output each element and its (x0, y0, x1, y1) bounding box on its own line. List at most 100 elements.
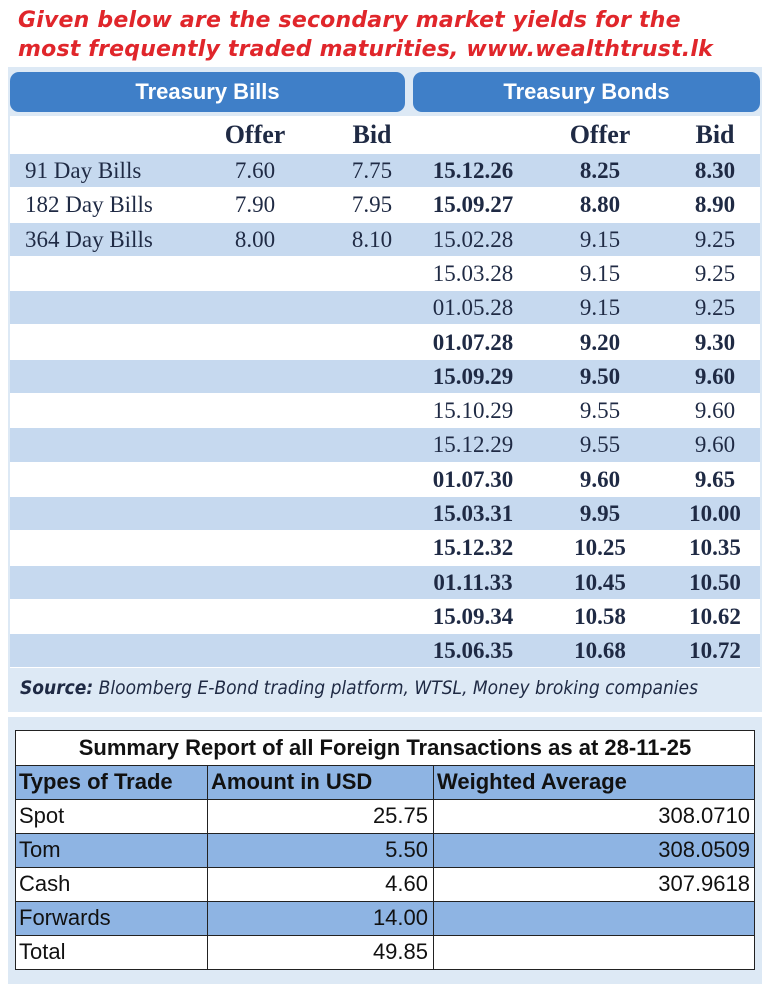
bond-maturity: 01.11.33 (433, 569, 513, 595)
summary-cell: 5.50 (385, 837, 428, 862)
bond-maturity: 15.12.26 (432, 158, 514, 183)
bond-bid: 9.30 (694, 329, 736, 355)
summary-col-header: Weighted Average (437, 769, 627, 794)
bond-offer: 9.15 (579, 226, 621, 252)
bond-offer: 9.95 (579, 501, 621, 526)
row-stripe (10, 291, 760, 325)
summary-rule (15, 935, 755, 936)
bond-maturity: 15.12.29 (432, 432, 514, 458)
bond-bid: 10.35 (689, 535, 741, 561)
bond-offer: 10.25 (574, 535, 626, 561)
bond-offer: 9.50 (579, 363, 621, 389)
bond-offer: 9.20 (579, 329, 621, 355)
bill-offer: 8.00 (234, 226, 276, 252)
row-stripe (10, 359, 760, 394)
summary-col-rule (433, 765, 434, 969)
bond-maturity: 01.05.28 (432, 295, 514, 321)
bond-bid: 9.65 (694, 466, 736, 492)
bond-maturity: 15.06.35 (432, 638, 514, 664)
summary-cell: 49.85 (372, 939, 428, 964)
bond-offer: 9.55 (579, 432, 621, 458)
bond-offer: 8.80 (579, 192, 621, 218)
intro-text: Given below are the secondary market yie… (18, 8, 713, 62)
bond-maturity: 01.07.28 (432, 329, 514, 355)
bond-maturity: 15.09.34 (432, 603, 514, 629)
summary-cell: Forwards (19, 905, 111, 930)
bond-bid: 8.90 (694, 192, 736, 218)
source-label: Source: (20, 677, 94, 699)
summary-rule (15, 765, 755, 766)
bonds-col-header: Offer (569, 120, 631, 149)
bond-bid: 9.25 (694, 295, 736, 321)
bill-offer: 7.90 (234, 192, 276, 218)
summary-cell: 307.9618 (658, 871, 750, 896)
bond-bid: 8.30 (694, 158, 736, 183)
bill-bid: 7.95 (351, 192, 393, 218)
summary-col-rule (207, 765, 208, 969)
bond-offer: 10.68 (574, 638, 626, 664)
summary-rule (15, 969, 755, 970)
bond-offer: 9.15 (579, 295, 621, 321)
bond-bid: 9.25 (694, 260, 736, 286)
summary-cell: 25.75 (372, 803, 428, 828)
bond-maturity: 15.02.28 (432, 226, 514, 252)
bond-maturity: 15.03.31 (432, 501, 514, 526)
summary-cell: Spot (19, 803, 65, 828)
summary-cell: 308.0509 (658, 837, 750, 862)
source-text: Bloomberg E-Bond trading platform, WTSL,… (98, 677, 698, 699)
bill-label: 91 Day Bills (25, 158, 142, 183)
summary-rule (15, 799, 755, 800)
summary-row-bg (16, 901, 754, 935)
bond-bid: 10.00 (689, 501, 741, 526)
summary-cell: Total (19, 939, 66, 964)
bill-offer: 7.60 (234, 158, 276, 183)
summary-rule (15, 867, 755, 868)
row-stripe (10, 497, 760, 531)
bills-title: Treasury Bills (10, 72, 405, 112)
summary-row-bg (16, 833, 754, 867)
summary-rule (15, 901, 755, 902)
bond-maturity: 15.09.29 (432, 363, 514, 389)
summary-cell: 308.0710 (658, 803, 750, 828)
bond-bid: 10.72 (689, 638, 741, 664)
bill-label: 364 Day Bills (25, 226, 153, 252)
row-stripe (10, 428, 760, 462)
bond-offer: 10.58 (574, 603, 626, 629)
bond-bid: 10.50 (689, 569, 741, 595)
bills-col-header: Offer (224, 120, 286, 149)
bond-bid: 10.62 (689, 603, 741, 629)
bond-offer: 9.55 (579, 398, 621, 424)
bond-maturity: 15.03.28 (432, 260, 514, 286)
bond-bid: 9.60 (694, 432, 736, 458)
source-note: Source: Bloomberg E-Bond trading platfor… (20, 673, 698, 703)
summary-rule (15, 833, 755, 834)
summary-header-bg (16, 765, 754, 799)
summary-title: Summary Report of all Foreign Transactio… (78, 735, 692, 760)
row-stripe (10, 565, 760, 599)
bond-offer: 9.15 (579, 260, 621, 286)
bonds-title: Treasury Bonds (413, 72, 760, 112)
bond-offer: 8.25 (579, 158, 621, 183)
bond-maturity: 15.09.27 (432, 192, 514, 218)
bill-bid: 7.75 (351, 158, 393, 183)
bills-col-header: Bid (352, 120, 392, 149)
bill-label: 182 Day Bills (25, 192, 153, 218)
bond-offer: 10.45 (574, 569, 626, 595)
summary-cell: Tom (19, 837, 61, 862)
row-stripe (10, 222, 760, 256)
bond-offer: 9.60 (579, 466, 621, 492)
bond-maturity: 15.10.29 (432, 398, 514, 424)
summary-cell: Cash (19, 871, 71, 896)
bond-maturity: 15.12.32 (432, 535, 514, 561)
bond-bid: 9.60 (694, 398, 736, 424)
summary-cell: 4.60 (385, 871, 428, 896)
summary-col-header: Types of Trade (19, 769, 173, 794)
bond-maturity: 01.07.30 (432, 466, 514, 492)
bond-bid: 9.60 (694, 363, 736, 389)
bonds-col-header: Bid (695, 120, 735, 149)
summary-col-header: Amount in USD (211, 769, 373, 794)
bond-bid: 9.25 (694, 226, 736, 252)
bill-bid: 8.10 (351, 226, 393, 252)
row-stripe (10, 634, 760, 668)
